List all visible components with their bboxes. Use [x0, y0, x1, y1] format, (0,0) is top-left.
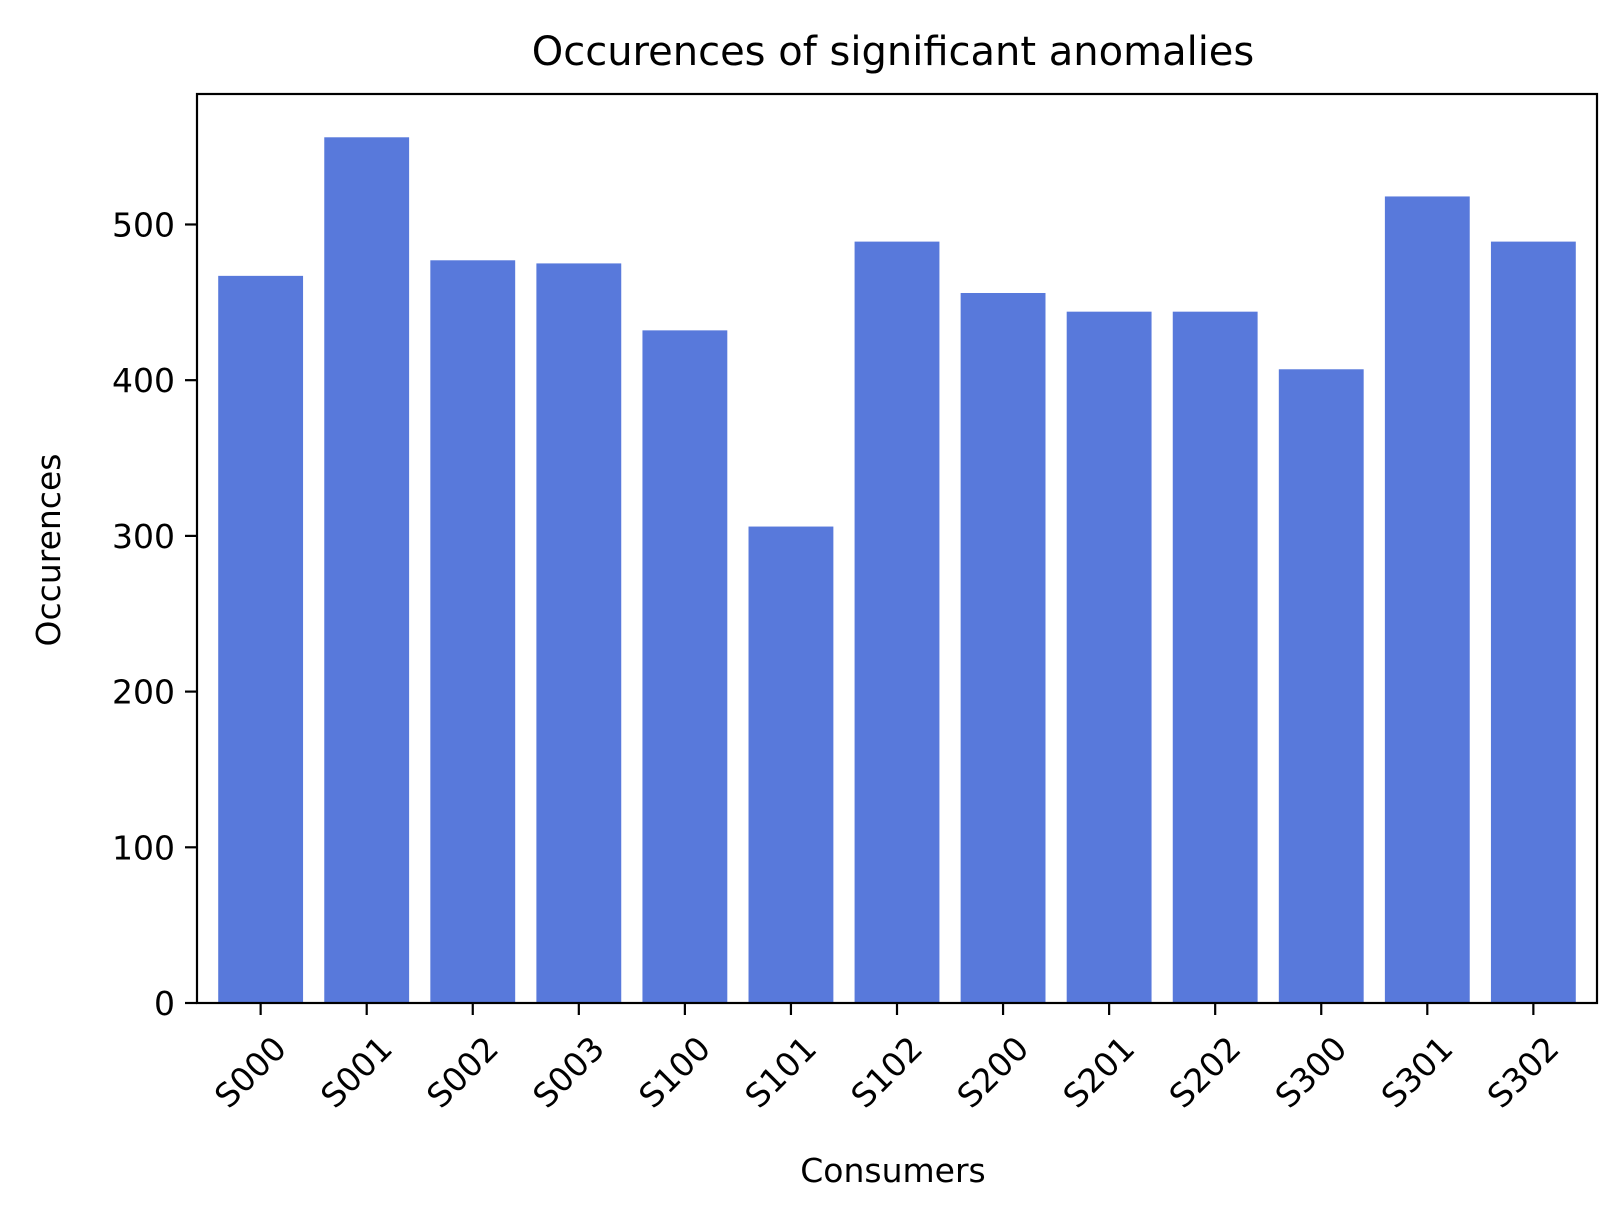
bar-s001 [324, 137, 410, 1004]
y-axis-label: Occurences [29, 454, 68, 647]
bar-s000 [218, 275, 304, 1003]
bar-s302 [1490, 241, 1576, 1004]
bar-s201 [1066, 311, 1152, 1003]
bar-s300 [1278, 369, 1364, 1003]
chart-title: Occurences of significant anomalies [532, 29, 1255, 75]
bars-group [218, 137, 1576, 1004]
y-tick-label-500: 500 [112, 205, 175, 244]
y-tick-label-100: 100 [112, 828, 175, 867]
bar-s200 [960, 292, 1046, 1003]
bar-s002 [430, 260, 516, 1003]
bar-s003 [536, 263, 622, 1003]
y-tick-label-0: 0 [154, 984, 175, 1023]
bar-s101 [748, 526, 834, 1003]
y-tick-label-400: 400 [112, 361, 175, 400]
y-tick-label-300: 300 [112, 517, 175, 556]
bar-s202 [1172, 311, 1258, 1003]
bar-s301 [1384, 196, 1470, 1003]
bar-s102 [854, 241, 940, 1004]
labels-group: Occurences of significant anomalies Cons… [29, 29, 1254, 1190]
x-axis-label: Consumers [800, 1151, 985, 1190]
y-tick-label-200: 200 [112, 673, 175, 712]
bar-s100 [642, 330, 728, 1003]
